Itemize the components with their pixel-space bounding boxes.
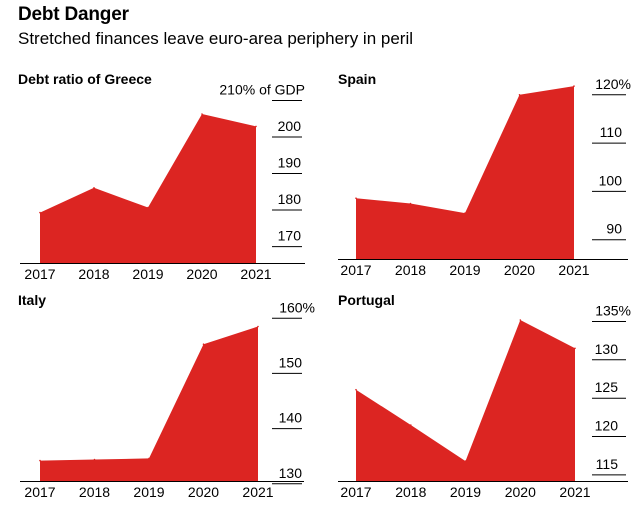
- x-tick-label: 2018: [395, 262, 426, 278]
- y-tick-label: 130: [279, 465, 303, 481]
- y-tick-label: 100: [599, 172, 623, 188]
- data-point: [574, 347, 576, 350]
- y-tick-label: 200: [278, 118, 302, 134]
- x-tick-label: 2019: [132, 266, 163, 282]
- x-tick-label: 2021: [559, 484, 590, 500]
- panel-title: Italy: [18, 292, 46, 308]
- x-tick-label: 2017: [340, 262, 371, 278]
- y-tick-label: 90: [606, 221, 622, 237]
- data-point: [93, 458, 96, 461]
- data-point: [148, 457, 150, 460]
- x-tick-label: 2020: [504, 262, 535, 278]
- panel-title: Spain: [338, 71, 376, 87]
- y-tick-label: 135%: [595, 303, 631, 319]
- x-tick-label: 2017: [24, 484, 55, 500]
- x-tick-label: 2017: [24, 266, 55, 282]
- data-point: [355, 388, 357, 391]
- x-tick-label: 2021: [558, 262, 589, 278]
- data-point: [147, 206, 149, 209]
- data-point: [255, 125, 257, 128]
- data-point: [410, 424, 412, 426]
- page-title: Debt Danger: [18, 4, 129, 25]
- y-tick-label: 125: [595, 379, 619, 395]
- x-tick-label: 2021: [242, 484, 273, 500]
- x-tick-label: 2018: [79, 484, 110, 500]
- y-tick-label: 160%: [279, 299, 315, 315]
- panel-title: Debt ratio of Greece: [18, 71, 152, 87]
- y-tick-label: 190: [278, 155, 302, 171]
- data-point: [257, 325, 259, 328]
- y-tick-label: 130: [595, 341, 619, 357]
- x-tick-label: 2020: [505, 484, 536, 500]
- x-tick-label: 2020: [186, 266, 217, 282]
- panel-title: Portugal: [338, 292, 395, 308]
- y-tick-label: 170: [278, 228, 302, 244]
- data-point: [93, 187, 95, 189]
- data-point: [39, 211, 41, 214]
- x-tick-label: 2020: [188, 484, 219, 500]
- x-tick-label: 2019: [133, 484, 164, 500]
- area-series: [356, 320, 575, 481]
- area-series: [40, 114, 256, 263]
- y-tick-label: 120%: [595, 76, 631, 92]
- y-tick-label: 110: [600, 124, 623, 140]
- x-tick-label: 2021: [240, 266, 271, 282]
- area-series: [356, 86, 574, 259]
- data-point: [464, 212, 466, 214]
- data-point: [355, 197, 357, 199]
- data-point: [409, 202, 412, 205]
- data-point: [519, 319, 522, 321]
- x-tick-label: 2019: [449, 262, 480, 278]
- data-point: [573, 85, 575, 87]
- y-tick-label: 115: [596, 456, 619, 472]
- x-tick-label: 2019: [450, 484, 481, 500]
- data-point: [201, 113, 203, 115]
- y-tick-label: 180: [278, 191, 302, 207]
- data-point: [518, 94, 521, 96]
- x-tick-label: 2017: [340, 484, 371, 500]
- x-tick-label: 2018: [78, 266, 109, 282]
- data-point: [39, 459, 41, 462]
- y-tick-label: 150: [279, 354, 303, 370]
- y-tick-label: 140: [279, 410, 303, 426]
- x-tick-label: 2018: [395, 484, 426, 500]
- y-tick-label: 210% of GDP: [219, 82, 305, 98]
- area-series: [40, 326, 258, 481]
- data-point: [464, 460, 467, 462]
- y-tick-label: 120: [595, 418, 619, 434]
- page-subtitle: Stretched finances leave euro-area perip…: [18, 29, 414, 48]
- data-point: [202, 343, 205, 346]
